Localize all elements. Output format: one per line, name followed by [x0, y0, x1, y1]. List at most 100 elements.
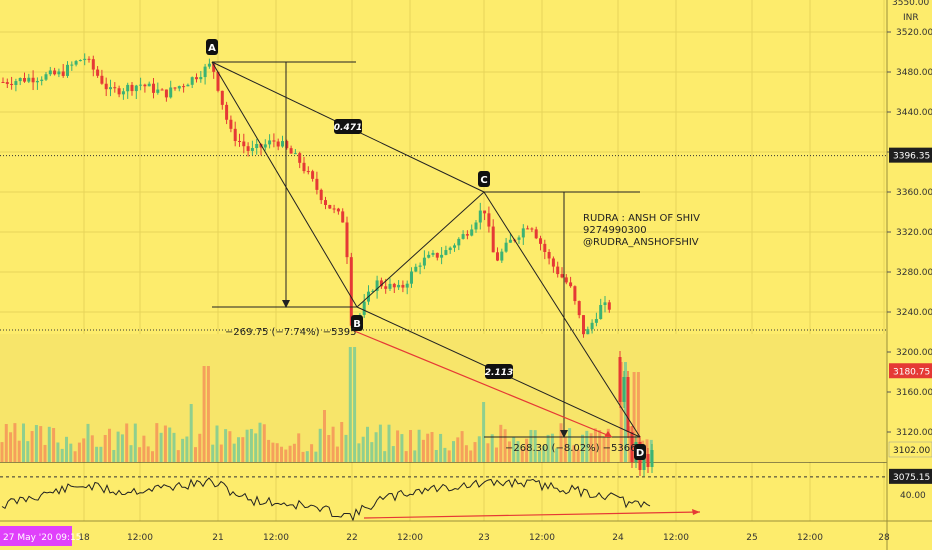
volume-bar — [65, 436, 68, 462]
volume-bar — [237, 437, 240, 462]
candle-body — [384, 286, 388, 289]
volume-bar — [636, 372, 640, 462]
volume-bar — [340, 422, 344, 462]
volume-bar — [26, 441, 30, 462]
volume-bar — [469, 450, 473, 462]
candle-body — [582, 315, 585, 335]
candle-body — [91, 59, 95, 70]
candle-body — [195, 77, 198, 80]
candle-body — [422, 257, 426, 266]
candle-body — [207, 63, 211, 67]
volume-bar — [271, 442, 275, 462]
volume-bar — [477, 436, 481, 462]
candle-body — [100, 75, 104, 84]
volume-bar — [619, 362, 623, 462]
volume-bar — [60, 448, 64, 462]
volume-bar — [426, 433, 430, 462]
volume-bar — [598, 430, 602, 462]
candle-body — [27, 77, 31, 82]
time-tick-label: 12:00 — [397, 533, 423, 543]
volume-bar — [82, 438, 86, 462]
candle-body — [233, 128, 237, 141]
time-tick-label: 12:00 — [529, 533, 555, 543]
candle-body — [315, 178, 319, 190]
candle-body — [551, 258, 555, 267]
candle-body — [302, 162, 306, 172]
leg-ab — [211, 61, 358, 308]
volume-bar — [439, 433, 443, 462]
candle-body — [427, 254, 431, 258]
candle-body — [44, 74, 48, 80]
volume-bar — [417, 429, 421, 462]
candle-body — [61, 71, 65, 76]
candle-body — [379, 280, 383, 287]
time-tick-label: 24 — [612, 533, 624, 543]
price-badge-label: 3075.15 — [893, 473, 930, 483]
volume-bar — [73, 451, 77, 462]
price-badge-label: 3396.35 — [893, 152, 930, 162]
volume-bar — [249, 428, 253, 462]
volume-bar — [267, 439, 271, 462]
candle-body — [298, 153, 302, 163]
price-tick-label: 3480.00 — [896, 68, 932, 78]
candle-body — [242, 141, 246, 147]
volume-bar — [542, 445, 546, 462]
oscillator-line — [1, 477, 651, 522]
volume-bar — [499, 424, 503, 462]
ratio-badge — [485, 364, 513, 379]
candle-body — [431, 252, 435, 255]
volume-bar — [47, 426, 51, 462]
candle-body — [324, 200, 327, 205]
pattern-point-badge — [634, 444, 646, 460]
volume-bar — [103, 434, 107, 462]
candle-body — [190, 77, 194, 85]
candle-body — [276, 141, 280, 147]
candle-body — [448, 247, 452, 251]
time-cursor-badge — [0, 526, 72, 546]
volume-bar — [206, 366, 210, 462]
watermark-annotation: RUDRA : ANSH OF SHIV 9274990300 @RUDRA_A… — [583, 213, 700, 248]
time-axis[interactable]: 18 12:00 21 12:00 22 12:00 23 12:00 24 12:00 25 12:… — [0, 520, 932, 546]
candle-body — [508, 239, 512, 243]
price-axis[interactable]: 3550.00 INR 3520.003480.003440.003400.00… — [886, 0, 932, 550]
candle-body — [229, 119, 233, 129]
candle-body — [332, 208, 336, 210]
time-tick-label: 18 — [78, 533, 90, 543]
volume-bar — [95, 446, 99, 462]
candle-body — [225, 104, 229, 120]
candle-body — [87, 58, 91, 60]
candle-body — [5, 82, 9, 84]
candle-body — [18, 78, 22, 82]
volume-bar — [533, 430, 537, 462]
volume-bar — [241, 437, 245, 462]
volume-bar — [348, 347, 352, 462]
volume-bar — [520, 448, 524, 462]
candle-body — [147, 83, 151, 87]
time-tick-label: 28 — [878, 533, 890, 543]
volume-bar — [473, 442, 477, 462]
price-badge — [888, 441, 932, 458]
candle-body — [483, 210, 487, 214]
volume-bar — [559, 423, 563, 462]
price-divergence-arrowhead — [604, 431, 612, 437]
volume-bar — [335, 446, 339, 462]
candle-body — [599, 304, 603, 320]
volume-bar — [563, 436, 567, 462]
candle-body — [521, 228, 525, 238]
candle-body — [470, 229, 474, 236]
volume-bar — [151, 451, 154, 462]
volume-bar — [396, 430, 400, 462]
volume-bar — [486, 443, 490, 462]
range-measure-label: −268.30 (−8.02%) −5366 — [505, 443, 637, 454]
volume-bar — [77, 442, 81, 462]
volume-bar — [581, 434, 584, 462]
candle-body — [268, 140, 272, 145]
volume-bar — [30, 431, 34, 462]
volume-bar — [378, 424, 382, 462]
candle-body — [618, 357, 622, 402]
volume-bar — [275, 443, 279, 462]
candle-body — [392, 283, 396, 288]
volume-bar — [452, 441, 455, 462]
candle-body — [487, 213, 491, 227]
